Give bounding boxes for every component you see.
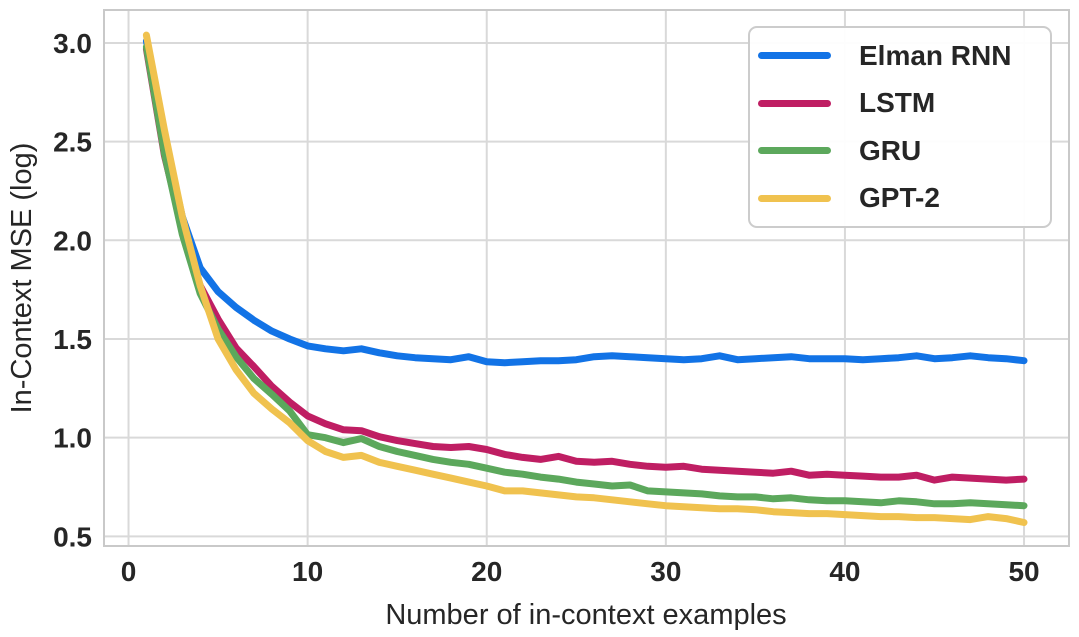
x-axis-title: Number of in-context examples — [385, 599, 786, 631]
series-line-gru — [142, 43, 1028, 510]
legend-label: GPT-2 — [859, 182, 940, 214]
y-tick-label: 0.5 — [53, 521, 92, 552]
series-line-lstm — [142, 45, 1028, 484]
x-tick-labels: 0 10 20 30 40 50 — [121, 556, 1040, 587]
y-tick-label: 1.5 — [53, 324, 92, 355]
y-tick-label: 1.0 — [53, 423, 92, 454]
plot-border — [103, 9, 1070, 547]
x-tick-label: 20 — [471, 556, 502, 587]
legend-item-gpt-2: GPT-2 — [758, 175, 1040, 222]
y-tick-label: 3.0 — [53, 28, 92, 59]
y-axis-title: In-Context MSE (log) — [6, 143, 38, 414]
x-tick-label: 50 — [1008, 556, 1039, 587]
x-tick-label: 40 — [829, 556, 860, 587]
legend-swatch — [758, 194, 831, 202]
series-layer — [142, 31, 1028, 526]
legend-item-elman-rnn: Elman RNN — [758, 32, 1040, 79]
y-tick-labels: 0.5 1.0 1.5 2.0 2.5 3.0 — [53, 28, 92, 552]
legend-swatch — [758, 99, 831, 107]
legend-label: Elman RNN — [859, 39, 1012, 71]
legend-label: LSTM — [859, 87, 936, 119]
series-line-gpt-2 — [142, 31, 1028, 526]
x-tick-label: 30 — [650, 556, 681, 587]
legend-item-lstm: LSTM — [758, 80, 1040, 127]
legend-item-gru: GRU — [758, 127, 1040, 174]
legend-swatch — [758, 147, 831, 155]
legend: Elman RNN LSTM GRU GPT-2 — [748, 26, 1052, 228]
x-tick-label: 10 — [292, 556, 323, 587]
x-tick-label: 0 — [121, 556, 137, 587]
legend-swatch — [758, 52, 831, 60]
legend-label: GRU — [859, 134, 922, 166]
y-tick-label: 2.0 — [53, 225, 92, 256]
y-tick-label: 2.5 — [53, 127, 92, 158]
series-line-elman-rnn — [142, 37, 1028, 367]
